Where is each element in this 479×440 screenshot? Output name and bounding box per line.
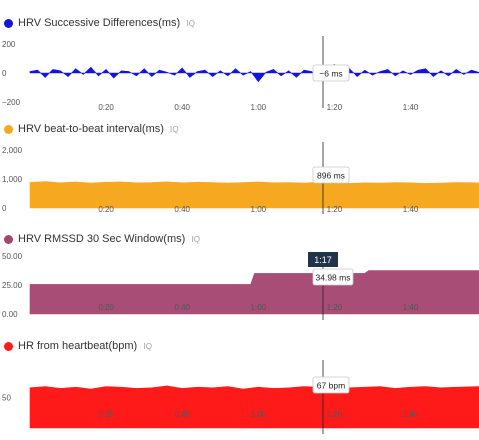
tooltip-box — [312, 166, 350, 184]
x-tick-label: 1:40 — [403, 303, 419, 312]
cursor-time-label: 1:17 — [314, 255, 332, 265]
tooltip-box — [312, 268, 354, 286]
plot-area[interactable]: 50.00 25.00 0.00 0:20 0:40 1:00 1:20 1:40 34.98 … — [0, 252, 479, 332]
tooltip-value: 34.98 ms — [316, 273, 351, 283]
x-tick-label: 1:00 — [251, 205, 267, 214]
x-tick-label: 1:20 — [327, 103, 343, 112]
plot-area[interactable]: 2,000 1,000 0 0:20 0:40 1:00 1:20 1:40 896 ms — [0, 142, 479, 222]
x-tick-label: 0:40 — [174, 205, 190, 214]
chart-panel-hr-from-heartbeat: HR from heartbeat(bpm) IQ 50 0:20 0:40 1:00… — [0, 332, 479, 434]
y-tick-label: 0.00 — [2, 310, 18, 319]
tooltip-value: −6 ms — [319, 69, 342, 79]
cursor-time-badge — [307, 252, 338, 267]
x-tick-label: 1:40 — [403, 103, 419, 112]
series-area — [29, 63, 479, 83]
series-color-dot — [4, 341, 13, 351]
tooltip-box — [312, 64, 350, 82]
y-tick-label: 1,000 — [2, 175, 23, 184]
x-tick-label: 1:20 — [327, 410, 343, 419]
x-tick-label: 0:20 — [98, 410, 114, 419]
x-tick-label: 1:20 — [327, 303, 343, 312]
legend: HR from heartbeat(bpm) IQ — [0, 339, 152, 353]
plot-area[interactable]: 50 0:20 0:40 1:00 1:20 1:40 67 bpm — [0, 360, 479, 440]
legend: HRV beat-to-beat interval(ms) IQ — [0, 122, 179, 136]
y-tick-label: 50 — [2, 394, 11, 403]
chart-title: HRV RMSSD 30 Sec Window(ms) — [18, 233, 186, 245]
tooltip-box — [312, 376, 350, 394]
series-color-dot — [4, 124, 13, 134]
x-tick-label: 0:40 — [174, 303, 190, 312]
chart-title: HRV beat-to-beat interval(ms) — [18, 123, 164, 135]
chart-panel-hrv-successive-differences: HRV Successive Differences(ms) IQ 200 0 −2… — [0, 12, 479, 112]
series-color-dot — [4, 234, 13, 244]
iq-badge[interactable]: IQ — [143, 341, 153, 351]
chart-panel-hrv-beat-to-beat-interval: HRV beat-to-beat interval(ms) IQ 2,000 1,… — [0, 118, 479, 218]
series-color-dot — [4, 18, 13, 28]
iq-badge[interactable]: IQ — [169, 124, 179, 134]
y-tick-label: 200 — [2, 40, 16, 49]
x-tick-label: 1:00 — [251, 103, 267, 112]
x-tick-label: 0:40 — [174, 103, 190, 112]
x-tick-label: 1:40 — [403, 205, 419, 214]
y-tick-label: 2,000 — [2, 146, 23, 155]
x-tick-label: 1:00 — [251, 303, 267, 312]
chart-title: HRV Successive Differences(ms) — [18, 17, 181, 29]
series-area — [29, 385, 479, 429]
x-tick-label: 0:20 — [98, 303, 114, 312]
tooltip-value: 67 bpm — [317, 381, 345, 391]
plot-area[interactable]: 200 0 −200 0:20 0:40 1:00 1:20 1:40 −6 ms — [0, 36, 479, 116]
legend: HRV RMSSD 30 Sec Window(ms) IQ — [0, 232, 200, 246]
x-tick-label: 1:00 — [251, 410, 267, 419]
series-area — [29, 181, 479, 209]
iq-badge[interactable]: IQ — [191, 234, 201, 244]
x-tick-label: 0:40 — [174, 410, 190, 419]
chart-panel-hrv-rmssd-30-sec-window: HRV RMSSD 30 Sec Window(ms) IQ 50.00 25.0… — [0, 224, 479, 324]
tooltip-value: 896 ms — [317, 171, 345, 181]
y-tick-label: 0 — [2, 69, 7, 78]
y-tick-label: 25.00 — [2, 281, 23, 290]
y-tick-label: 50.00 — [2, 252, 23, 261]
y-tick-label: 0 — [2, 204, 7, 213]
x-tick-label: 1:20 — [327, 205, 343, 214]
chart-title: HR from heartbeat(bpm) — [18, 340, 138, 352]
iq-badge[interactable]: IQ — [186, 18, 196, 28]
legend: HRV Successive Differences(ms) IQ — [0, 16, 195, 30]
series-area — [29, 270, 479, 315]
x-tick-label: 0:20 — [98, 205, 114, 214]
y-tick-label: −200 — [2, 98, 21, 107]
x-tick-label: 0:20 — [98, 103, 114, 112]
x-tick-label: 1:40 — [403, 410, 419, 419]
